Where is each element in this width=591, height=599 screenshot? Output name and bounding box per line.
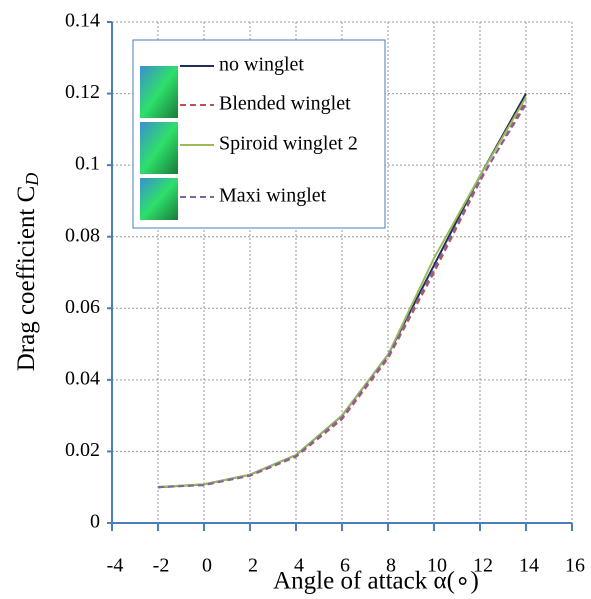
y-axis-label-main: Drag coefficient C [13, 186, 40, 372]
y-tick-label: 0.06 [65, 296, 100, 318]
legend-label: Maxi winglet [219, 185, 327, 207]
x-tick-label: 4 [294, 555, 304, 577]
x-tick-label: 8 [386, 555, 396, 577]
y-tick-label: 0 [90, 511, 100, 533]
y-tick-label: 0.12 [65, 81, 100, 103]
x-tick-label: 14 [519, 555, 539, 577]
y-tick-label: 0.08 [65, 224, 100, 246]
legend-icon [140, 178, 178, 220]
legend: no winglet Blended winglet Spiroid winglet… [132, 39, 386, 229]
y-tick-label: 0.02 [65, 439, 100, 461]
x-tick-label: 6 [340, 555, 350, 577]
legend-label: no winglet [219, 54, 304, 76]
x-tick-label: 2 [248, 555, 258, 577]
y-tick-label: 0.14 [65, 10, 100, 32]
x-axis-label: Angle of attack α(∘) [273, 568, 479, 595]
legend-label: Blended winglet [219, 93, 351, 115]
y-axis-label-sub: D [22, 173, 42, 187]
x-tick-label: 12 [473, 555, 493, 577]
data-line [157, 103, 527, 489]
x-tick-label: 16 [565, 555, 585, 577]
x-tick-label: 10 [427, 555, 447, 577]
x-tick-label: 0 [202, 555, 212, 577]
x-tick-label: -4 [107, 555, 124, 577]
legend-label: Spiroid winglet 2 [219, 133, 358, 155]
x-tick-label: -2 [153, 555, 170, 577]
y-tick-label: 0.1 [75, 153, 100, 175]
y-axis-label: Drag coefficient CD [13, 173, 42, 372]
legend-icon [140, 66, 178, 118]
y-tick-label: 0.04 [65, 367, 100, 389]
legend-icon [140, 122, 178, 174]
